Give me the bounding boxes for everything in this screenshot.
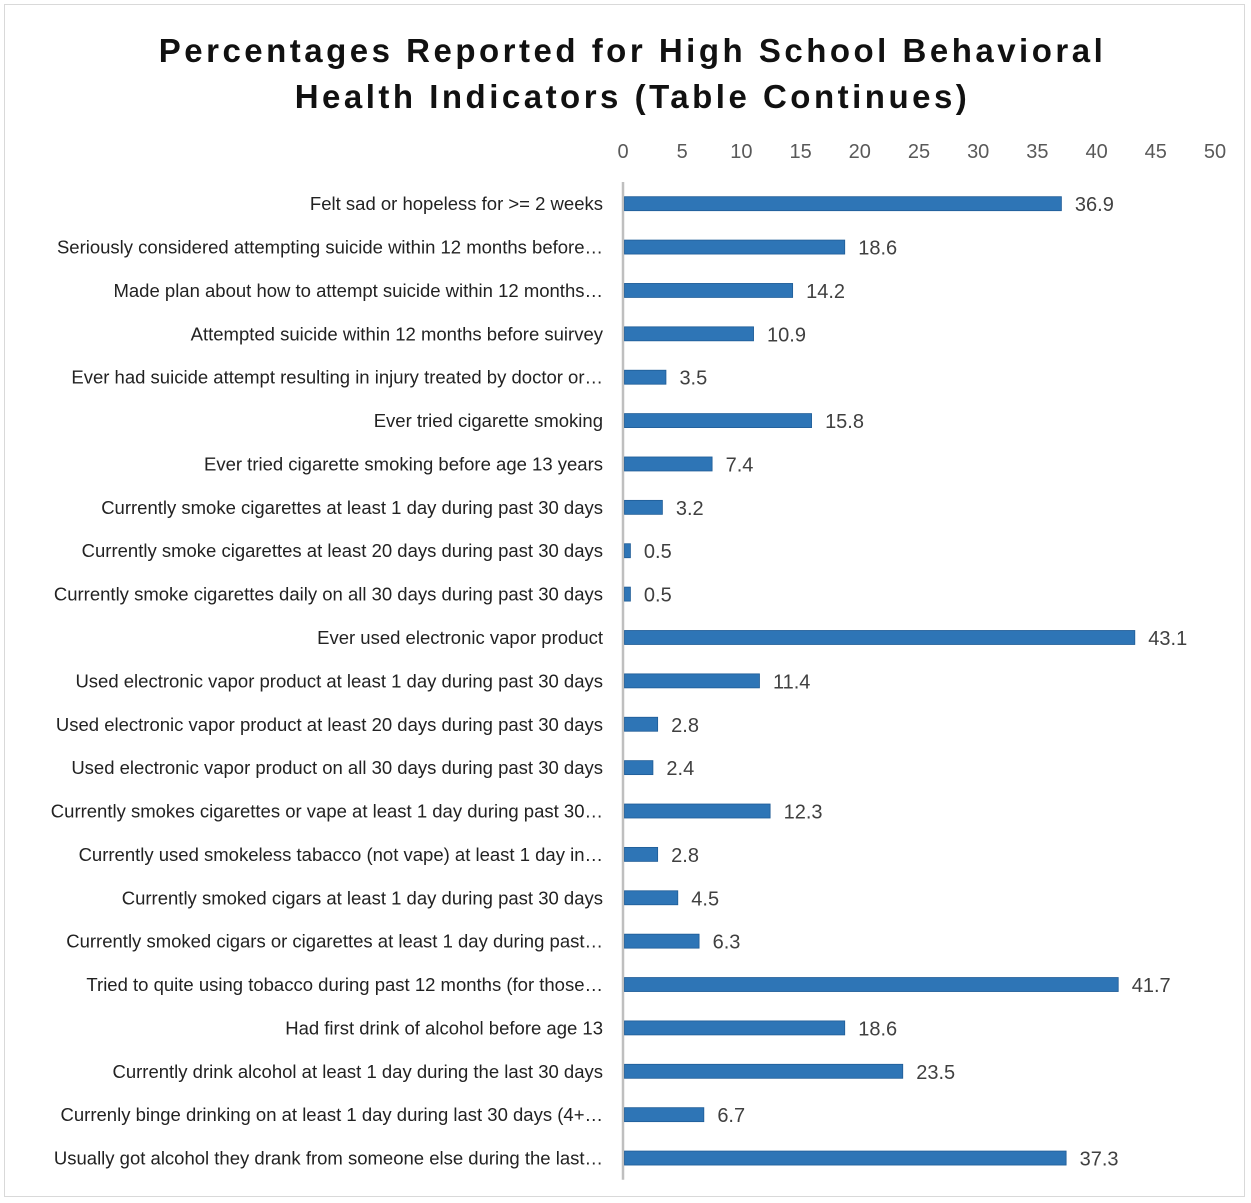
x-tick-label: 20 xyxy=(849,141,871,163)
category-label: Ever used electronic vapor product xyxy=(317,627,603,648)
data-label: 18.6 xyxy=(858,238,897,260)
category-label: Made plan about how to attempt suicide w… xyxy=(113,280,603,301)
bar xyxy=(624,716,659,732)
x-tick-label: 30 xyxy=(967,141,989,163)
data-label: 3.2 xyxy=(676,498,704,520)
bar xyxy=(624,499,663,515)
data-label: 6.3 xyxy=(713,932,741,954)
x-tick-label: 35 xyxy=(1026,141,1048,163)
bar xyxy=(624,1150,1067,1166)
category-label: Currently smoked cigars at least 1 day d… xyxy=(122,887,603,908)
category-label: Felt sad or hopeless for >= 2 weeks xyxy=(310,193,603,214)
bar xyxy=(624,369,667,385)
bar xyxy=(624,890,679,906)
data-label: 43.1 xyxy=(1148,628,1187,650)
category-label: Currently used smokeless tabacco (not va… xyxy=(79,844,603,865)
data-label: 4.5 xyxy=(691,888,719,910)
x-tick-label: 10 xyxy=(730,141,752,163)
x-tick-label: 15 xyxy=(789,141,811,163)
bar xyxy=(624,543,631,559)
x-tick-label: 40 xyxy=(1085,141,1107,163)
bar xyxy=(624,326,754,342)
bar xyxy=(624,413,812,428)
data-label: 23.5 xyxy=(916,1062,955,1084)
data-label: 3.5 xyxy=(679,368,707,390)
category-label: Currenly binge drinking on at least 1 da… xyxy=(61,1104,603,1125)
category-label: Currently smoke cigarettes at least 20 d… xyxy=(82,540,603,561)
category-label: Currently smoke cigarettes daily on all … xyxy=(54,584,603,605)
category-label: Currently smoked cigars or cigarettes at… xyxy=(66,931,603,952)
category-label: Used electronic vapor product at least 2… xyxy=(56,714,603,735)
category-label: Currently smokes cigarettes or vape at l… xyxy=(51,801,603,822)
data-label: 15.8 xyxy=(825,411,864,433)
category-label: Seriously considered attempting suicide … xyxy=(57,237,603,258)
data-label: 2.8 xyxy=(671,845,699,867)
data-label: 14.2 xyxy=(806,281,845,303)
data-label: 36.9 xyxy=(1075,194,1114,216)
bar xyxy=(624,586,631,602)
data-label: 37.3 xyxy=(1080,1149,1119,1171)
data-label: 10.9 xyxy=(767,324,806,346)
category-label: Tried to quite using tobacco during past… xyxy=(86,974,603,995)
data-label: 6.7 xyxy=(717,1105,745,1127)
category-label: Ever tried cigarette smoking before age … xyxy=(204,453,603,474)
x-tick-label: 0 xyxy=(617,141,628,163)
bar xyxy=(624,196,1062,212)
bar xyxy=(624,977,1119,992)
bar xyxy=(624,1020,846,1036)
data-label: 18.6 xyxy=(858,1018,897,1040)
chart-title: Percentages Reported for High School Beh… xyxy=(0,28,1251,120)
category-label: Currently smoke cigarettes at least 1 da… xyxy=(101,497,603,518)
x-tick-label: 5 xyxy=(677,141,688,163)
bar xyxy=(624,456,713,472)
category-label: Ever had suicide attempt resulting in in… xyxy=(71,367,603,388)
category-label: Had first drink of alcohol before age 13 xyxy=(285,1017,603,1038)
bar xyxy=(624,1107,705,1123)
data-label: 0.5 xyxy=(644,541,672,563)
data-label: 7.4 xyxy=(726,454,754,476)
data-label: 12.3 xyxy=(784,802,823,824)
x-tick-label: 25 xyxy=(908,141,930,163)
data-label: 11.4 xyxy=(773,671,810,693)
chart-title-line-2: Health Indicators (Table Continues) xyxy=(294,78,971,115)
data-label: 2.8 xyxy=(671,715,699,737)
bar xyxy=(624,673,760,689)
x-tick-label: 45 xyxy=(1145,141,1167,163)
bar xyxy=(624,933,700,949)
category-label: Used electronic vapor product on all 30 … xyxy=(71,757,603,778)
category-label: Currently drink alcohol at least 1 day d… xyxy=(112,1061,603,1082)
data-label: 41.7 xyxy=(1132,975,1171,997)
bar xyxy=(624,760,654,776)
category-label: Ever tried cigarette smoking xyxy=(374,410,603,431)
bar xyxy=(624,803,771,819)
chart-title-line-1: Percentages Reported for High School Beh… xyxy=(158,32,1107,69)
category-label: Attempted suicide within 12 months befor… xyxy=(191,323,604,344)
bar xyxy=(624,239,846,255)
x-tick-label: 50 xyxy=(1204,141,1226,163)
bar xyxy=(624,846,659,862)
bar xyxy=(624,630,1136,645)
bar xyxy=(624,283,794,298)
data-label: 0.5 xyxy=(644,585,672,607)
category-label: Usually got alcohol they drank from some… xyxy=(54,1148,603,1169)
data-label: 2.4 xyxy=(666,758,694,780)
bar xyxy=(624,1063,904,1079)
category-label: Used electronic vapor product at least 1… xyxy=(75,670,603,691)
